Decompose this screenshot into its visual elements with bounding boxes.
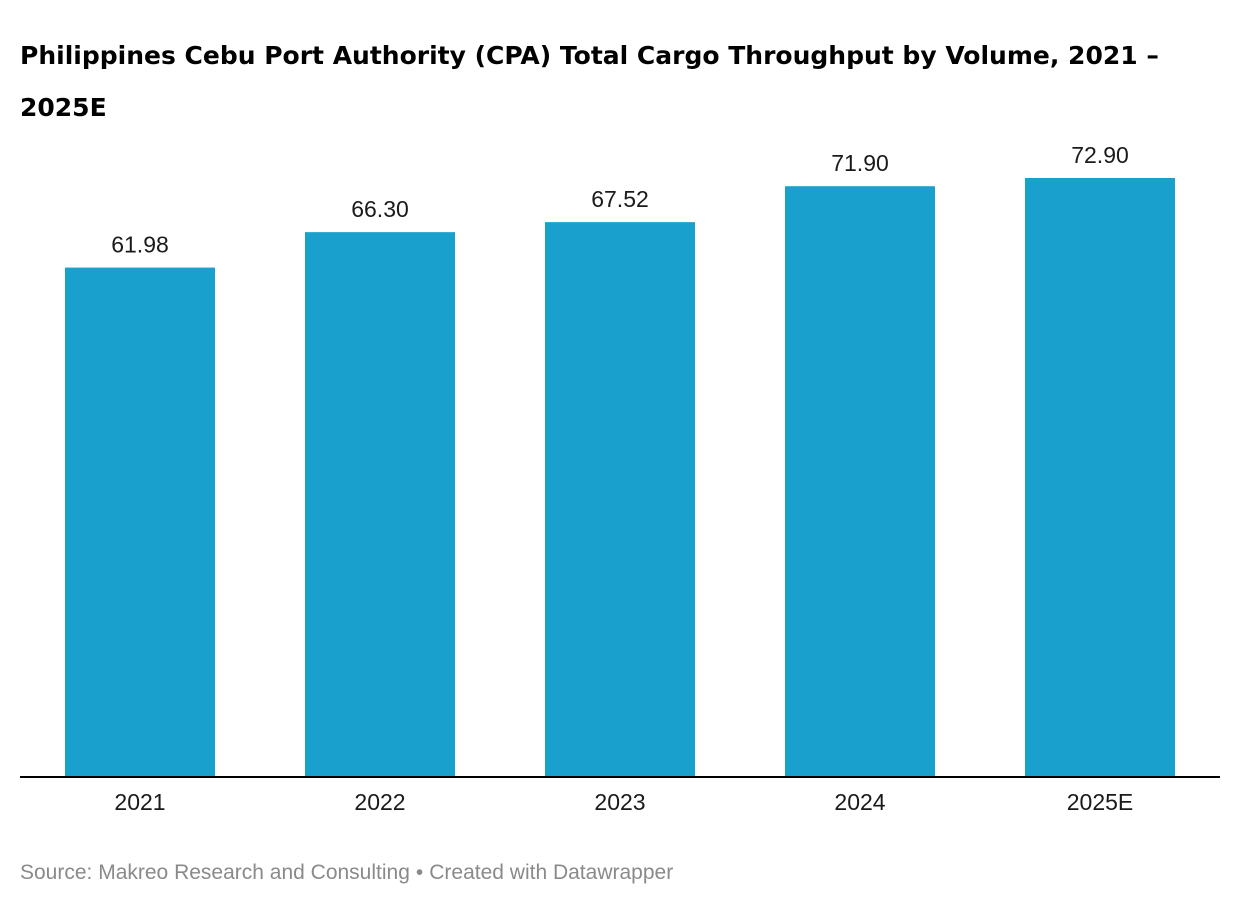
bar-2024 bbox=[785, 186, 935, 777]
value-labels-layer: 61.98 66.30 67.52 71.90 72.90 bbox=[111, 142, 1129, 258]
source-separator: • bbox=[415, 861, 424, 884]
value-label-2023: 67.52 bbox=[591, 186, 649, 212]
value-label-2021: 61.98 bbox=[111, 232, 169, 258]
bar-2021 bbox=[65, 267, 215, 776]
value-label-2022: 66.30 bbox=[351, 196, 409, 222]
bar-2025E bbox=[1025, 178, 1175, 776]
x-tick-label-2025E: 2025E bbox=[1067, 789, 1134, 815]
x-tick-label-2021: 2021 bbox=[114, 789, 165, 815]
bar-2022 bbox=[305, 232, 455, 777]
credit-text: Created with Datawrapper bbox=[429, 861, 674, 884]
bar-2023 bbox=[545, 222, 695, 777]
x-tick-label-2024: 2024 bbox=[834, 789, 885, 815]
x-tick-label-2022: 2022 bbox=[354, 789, 405, 815]
source-note: Source: Makreo Research and Consulting • C… bbox=[20, 861, 673, 885]
x-tick-label-2023: 2023 bbox=[594, 789, 645, 815]
value-label-2024: 71.90 bbox=[831, 150, 889, 176]
x-axis-tick-labels: 2021 2022 2023 2024 2025E bbox=[114, 789, 1133, 815]
value-label-2025E: 72.90 bbox=[1071, 142, 1129, 168]
source-text: Source: Makreo Research and Consulting bbox=[20, 861, 410, 884]
chart-title: Philippines Cebu Port Authority (CPA) To… bbox=[20, 41, 1159, 122]
bars-layer bbox=[65, 178, 1175, 777]
